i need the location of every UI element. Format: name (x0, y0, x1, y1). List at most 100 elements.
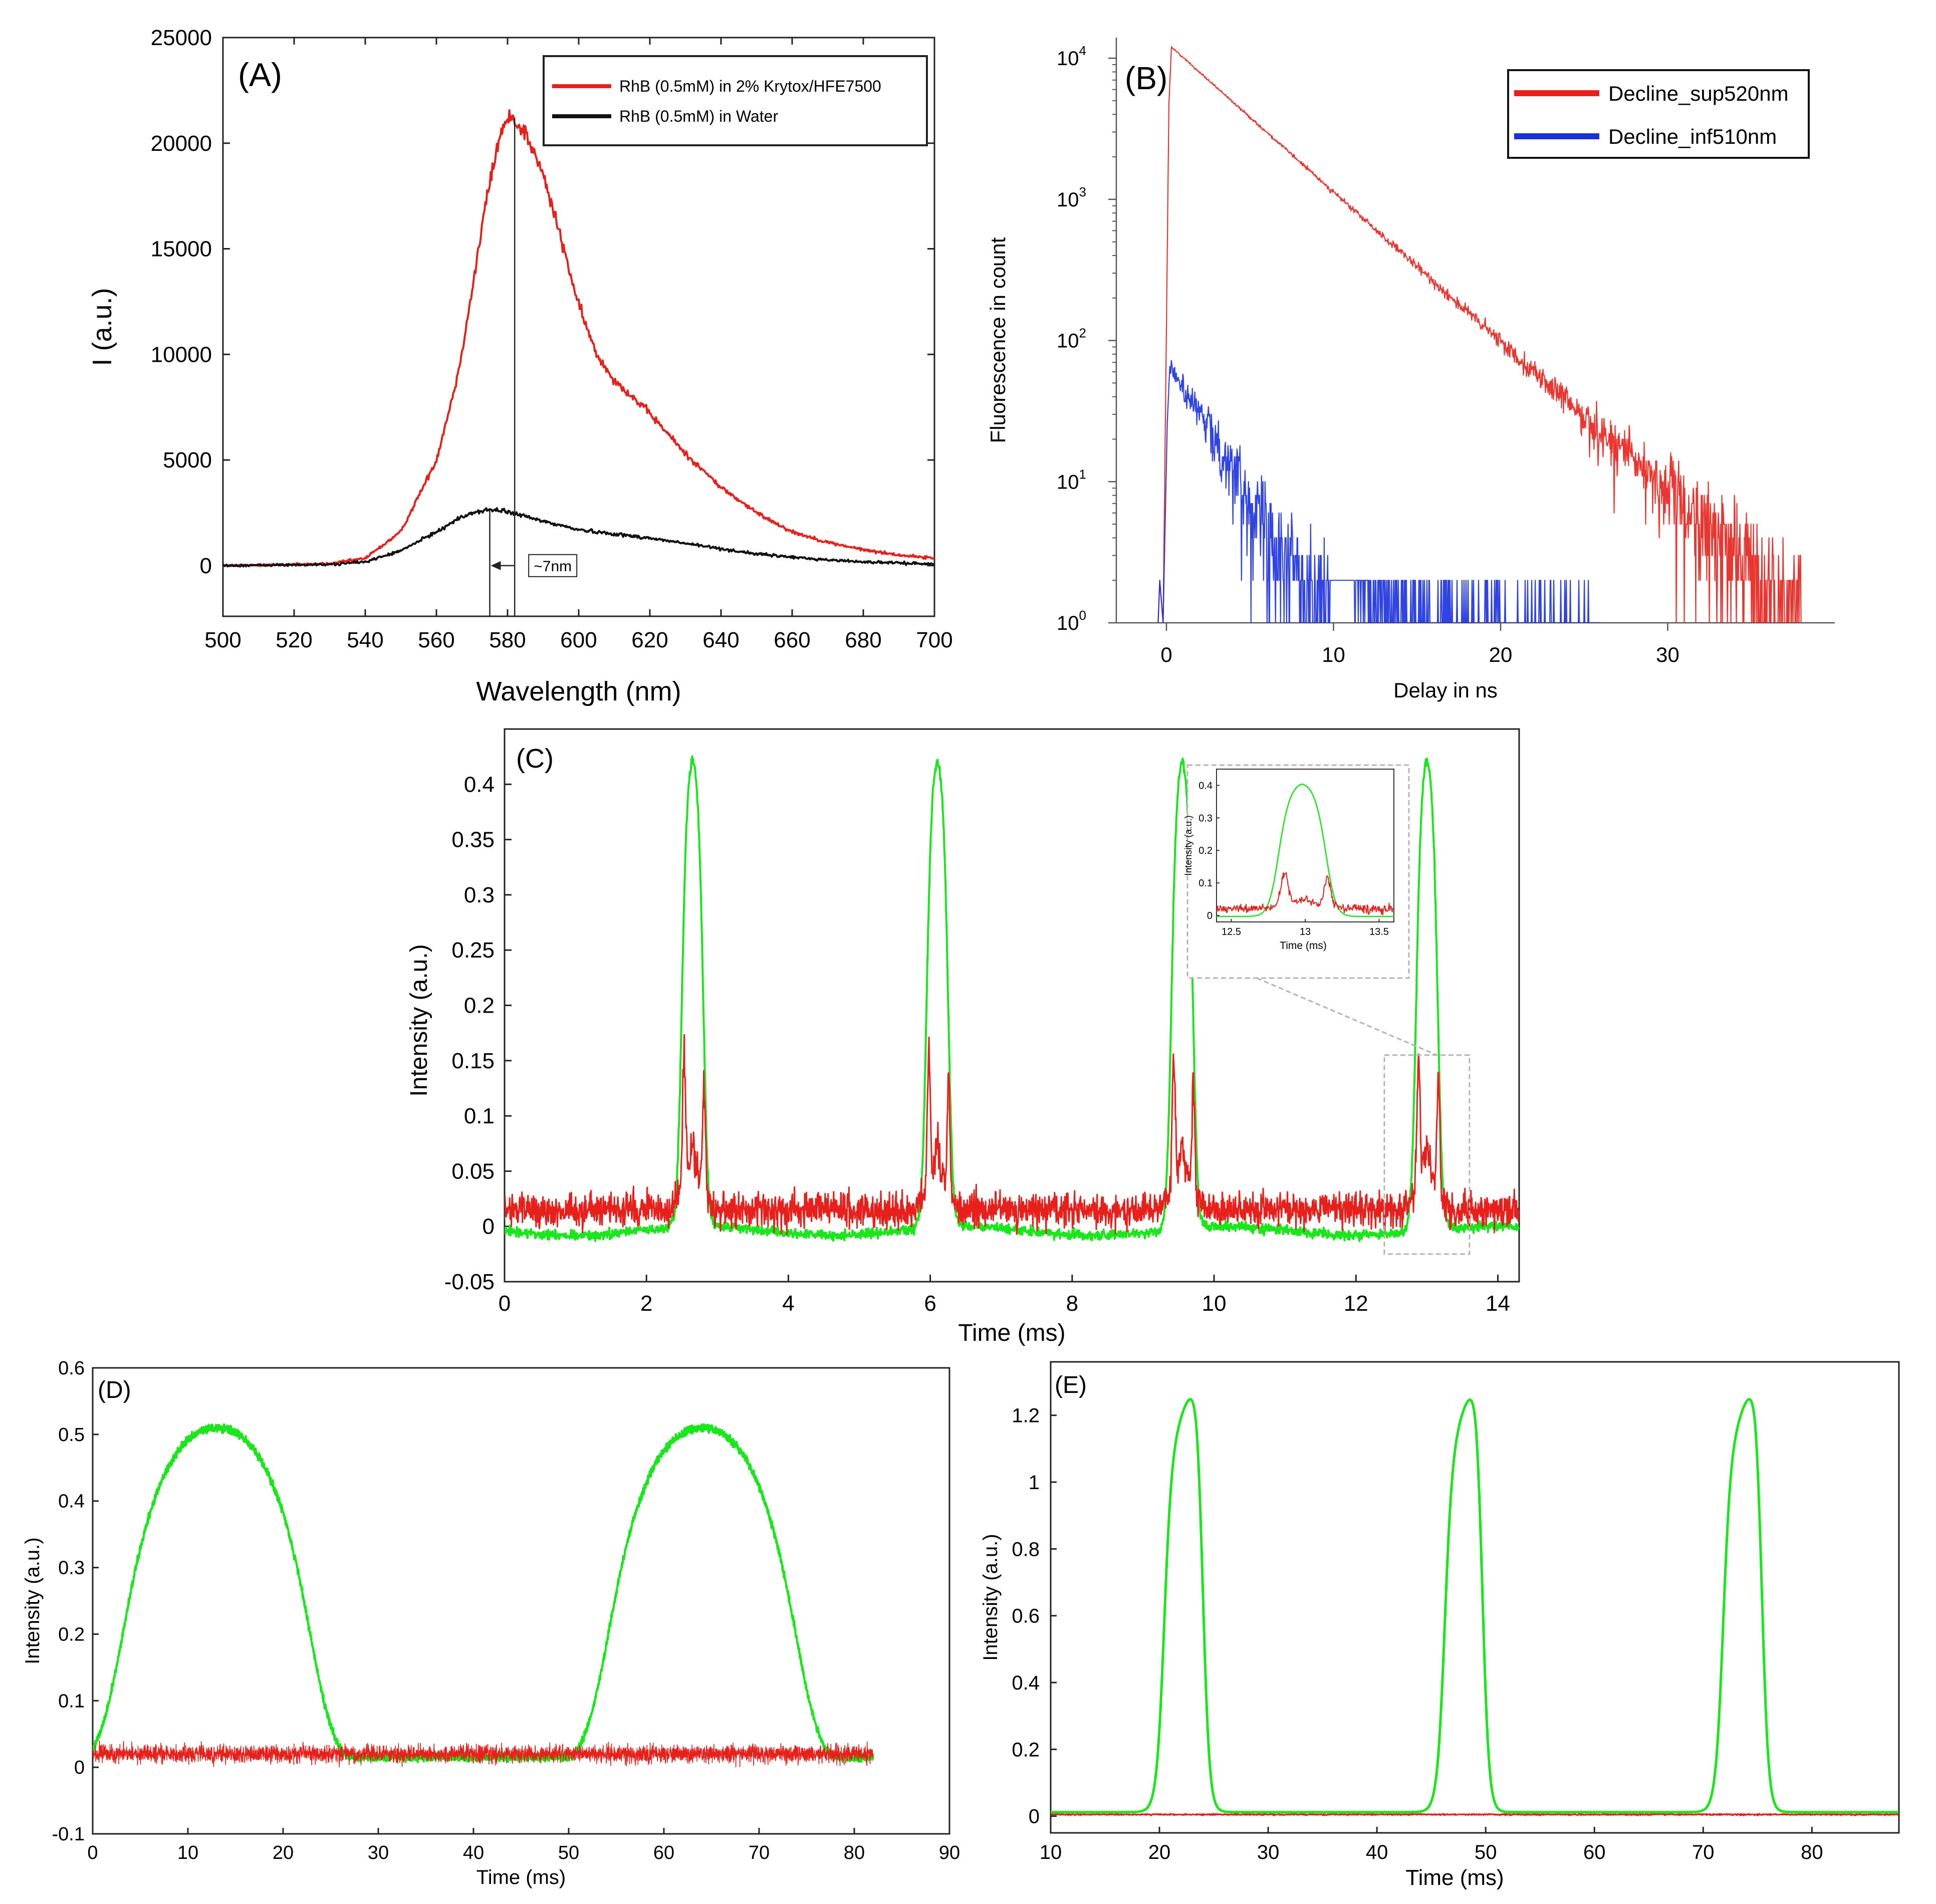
panel-label-a: (A) (238, 56, 282, 93)
x-tick-label-c: 14 (1486, 1291, 1510, 1316)
y-tick-label-e: 0.8 (1012, 1538, 1040, 1560)
x-tick-label-d: 0 (87, 1842, 98, 1863)
x-tick-label-e: 10 (1040, 1841, 1062, 1863)
x-tick-label-d: 40 (463, 1842, 484, 1863)
x-tick-label-a: 680 (845, 628, 881, 652)
plot-frame (1050, 1361, 1900, 1834)
y-tick-label-a: 0 (200, 554, 212, 578)
panel-c: 0 2 4 6 8 10 12 14-0.0500.050.10.150.20.250.30.… (406, 728, 1520, 1346)
y-tick-label-e: 0.6 (1012, 1605, 1040, 1627)
x-tick-label-e: 30 (1257, 1841, 1280, 1863)
y-tick-label-d: 0.3 (58, 1558, 85, 1579)
x-tick-label-a: 660 (774, 628, 810, 652)
legend-b (1507, 69, 1810, 159)
x-tick-label-a: 580 (489, 628, 526, 652)
series-line-sup520 (1157, 46, 1802, 623)
x-tick-label-a: 520 (276, 628, 312, 652)
x-tick-label-a: 640 (702, 628, 739, 652)
inset-frame (1216, 769, 1394, 922)
series-line-inf510 (1157, 360, 1601, 623)
plot-area-e (1051, 1398, 1899, 1816)
y-axis-label-c: Intensity (a.u.) (406, 944, 432, 1096)
y-axis-label-b: Fluorescence in count (986, 237, 1010, 443)
y-tick-label-b: 101 (1057, 466, 1086, 493)
inset-x-tick-label: 13 (1300, 926, 1311, 937)
y-tick-base-b: 10 (1057, 330, 1079, 352)
y-tick-label-c: 0.25 (451, 938, 495, 963)
y-tick-label-c: 0 (482, 1215, 495, 1239)
y-tick-label-c: 0.3 (464, 883, 495, 907)
inset-y-tick-label: 0 (1207, 910, 1213, 921)
y-tick-base-b: 10 (1057, 48, 1079, 70)
panel-e: 10 20 30 40 50 60 70 80 0 0.2 0.4 0.6 0.8 1 1.2 Time (m… (980, 1361, 1900, 1890)
y-tick-label-d: 0.5 (58, 1424, 85, 1446)
y-tick-label-b: 100 (1057, 608, 1086, 634)
y-tick-label-c: 0.05 (451, 1159, 495, 1183)
zoom-connector (1256, 977, 1437, 1056)
x-tick-label-e: 70 (1692, 1841, 1715, 1863)
inset-plot (1217, 783, 1394, 917)
x-tick-label-e: 50 (1475, 1841, 1497, 1863)
panel-a: 500 520 540 560 580 600 620 640 660 680 700 0 5000 10… (87, 26, 953, 706)
panel-label-d: (D) (98, 1377, 131, 1403)
inset-series-red (1217, 872, 1394, 915)
x-tick-label-e: 20 (1148, 1841, 1171, 1863)
x-tick-label-d: 30 (368, 1842, 389, 1863)
series-line-krytox (223, 109, 934, 568)
plot-area-c (505, 755, 1519, 1243)
inset-x-tick-label: 13.5 (1369, 926, 1389, 937)
inset-y-tick-label: 0.4 (1198, 780, 1213, 791)
x-tick-label-b: 30 (1656, 643, 1679, 666)
series-line-water (223, 507, 934, 568)
y-tick-label-a: 25000 (151, 26, 212, 50)
y-tick-exponent-b: 0 (1079, 608, 1086, 623)
y-tick-label-d: 0.1 (58, 1691, 85, 1712)
y-tick-label-a: 5000 (163, 448, 212, 472)
y-tick-label-e: 0 (1029, 1806, 1040, 1828)
zoom-box (1383, 1054, 1471, 1255)
y-tick-label-d: 0.6 (58, 1358, 85, 1379)
plot-frame (92, 1367, 950, 1835)
y-axis-label-e: Intensity (a.u.) (980, 1534, 1002, 1660)
x-tick-label-c: 6 (924, 1291, 936, 1316)
series-line-red-d (93, 1740, 874, 1768)
y-tick-label-e: 0.2 (1012, 1739, 1040, 1761)
x-tick-label-d: 50 (558, 1842, 579, 1863)
y-tick-label-c: 0.1 (464, 1104, 495, 1128)
x-tick-label-d: 80 (844, 1842, 865, 1863)
inset-y-tick-label: 0.2 (1198, 845, 1213, 856)
plot-area-d (93, 1423, 874, 1768)
legend-label-b: Decline_inf510nm (1608, 125, 1777, 148)
x-axis-label-c: Time (ms) (958, 1320, 1065, 1346)
x-tick-label-c: 0 (499, 1291, 511, 1316)
series-line-green-e (1051, 1398, 1899, 1814)
plot-area-b (1157, 46, 1802, 623)
x-tick-label-d: 60 (653, 1842, 674, 1863)
y-tick-label-b: 104 (1057, 43, 1086, 70)
shift-arrowhead (491, 561, 501, 570)
y-tick-label-a: 10000 (151, 342, 212, 367)
inset: 12.5 13 13.5 0 0.1 0.2 0.3 0.4 Time (ms) Intensit… (1183, 769, 1394, 951)
x-tick-label-c: 4 (782, 1291, 794, 1316)
series-line-red-e (1051, 1812, 1899, 1816)
x-tick-label-b: 20 (1489, 643, 1513, 666)
x-axis-label-e: Time (ms) (1405, 1865, 1504, 1890)
y-tick-label-a: 20000 (151, 131, 212, 156)
x-tick-label-a: 700 (916, 628, 952, 652)
legend-a (543, 55, 928, 146)
y-tick-label-c: 0.15 (451, 1049, 495, 1073)
y-tick-label-d: -0.1 (52, 1824, 85, 1845)
shift-label: ~7nm (534, 558, 572, 575)
x-tick-label-a: 560 (418, 628, 454, 652)
y-tick-exponent-b: 3 (1079, 184, 1086, 199)
x-tick-label-b: 0 (1160, 643, 1172, 666)
legend-label-b: Decline_sup520nm (1608, 82, 1789, 105)
legend-label-a: RhB (0.5mM) in 2% Krytox/HFE7500 (619, 77, 881, 95)
x-tick-label-e: 60 (1583, 1841, 1606, 1863)
y-tick-label-b: 103 (1057, 184, 1086, 211)
inset-y-tick-label: 0.3 (1198, 813, 1213, 824)
panel-label-b: (B) (1125, 60, 1167, 96)
x-axis-label-d: Time (ms) (476, 1866, 566, 1888)
